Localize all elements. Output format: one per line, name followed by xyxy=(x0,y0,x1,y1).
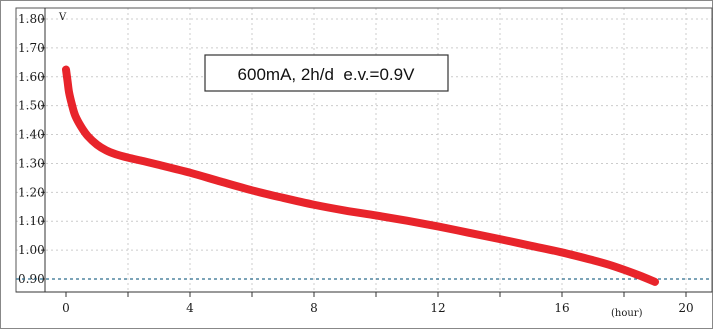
y-tick-label: 1.70 xyxy=(18,41,45,55)
x-tick-label: 20 xyxy=(678,301,693,315)
y-tick-label: 1.10 xyxy=(18,214,45,228)
y-tick-label: 1.40 xyxy=(18,128,45,142)
y-tick-label: 1.80 xyxy=(18,12,45,26)
annotation-text: 600mA, 2h/d e.v.=0.9V xyxy=(238,65,416,84)
series-line-0 xyxy=(62,65,659,286)
x-tick-label: 12 xyxy=(430,301,445,315)
y-tick-label: 1.00 xyxy=(18,243,45,257)
y-tick-label: 0.90 xyxy=(18,272,45,286)
x-unit-label: (hour) xyxy=(611,308,643,319)
x-tick-label: 0 xyxy=(62,301,70,315)
x-tick-label: 16 xyxy=(554,301,569,315)
y-tick-label: 1.50 xyxy=(18,99,45,113)
grid xyxy=(16,8,712,292)
y-tick-label: 1.20 xyxy=(18,185,45,199)
annotation-box: 600mA, 2h/d e.v.=0.9V xyxy=(204,54,449,92)
x-tick-label: 4 xyxy=(186,301,194,315)
y-tick-label: 1.60 xyxy=(18,70,45,84)
y-unit-label: V xyxy=(58,12,67,23)
y-tick-label: 1.30 xyxy=(18,156,45,170)
axis-ticks: 0.90 1.00 1.10 1.20 1.30 1.40 1.50 1.60 1.70 1.80… xyxy=(18,12,694,315)
x-tick-label: 8 xyxy=(310,301,318,315)
series-layer xyxy=(62,65,659,286)
